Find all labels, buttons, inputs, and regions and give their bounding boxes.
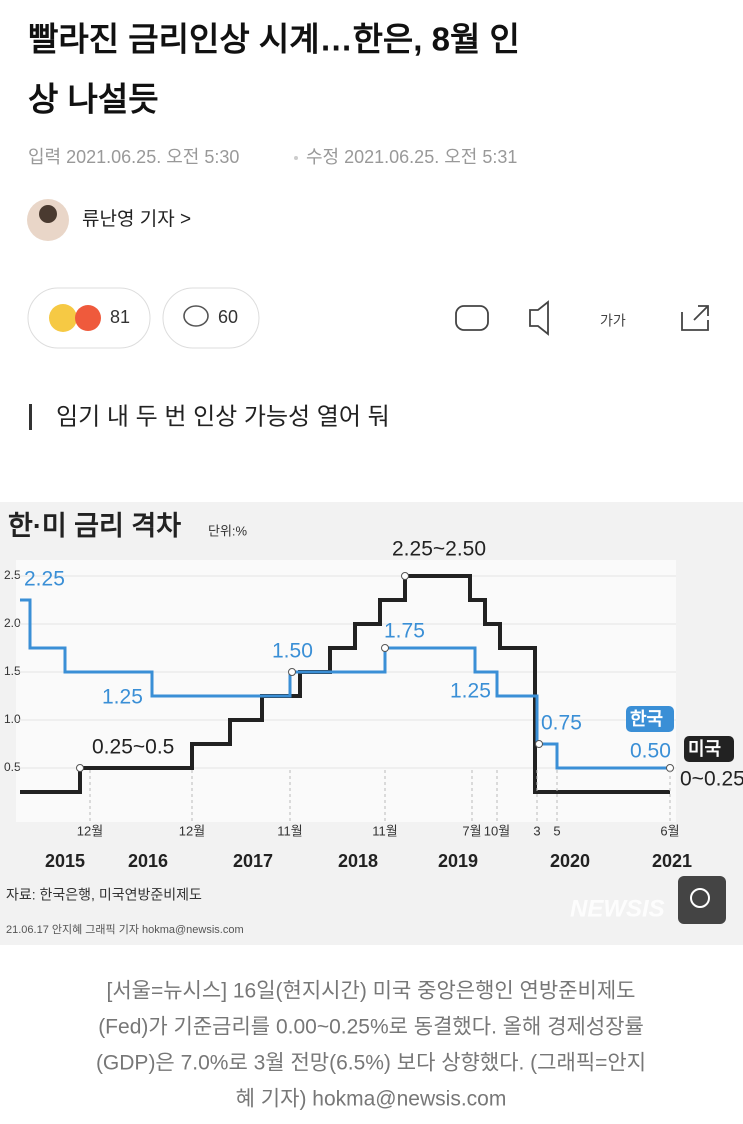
year-label: 2015 bbox=[45, 851, 85, 871]
subheading-bar bbox=[29, 404, 32, 430]
plot-area bbox=[16, 560, 676, 822]
us-line bbox=[20, 574, 670, 794]
y-tick-label: 0.5 bbox=[4, 760, 21, 774]
graphic-credit: 21.06.17 안지혜 그래픽 기자 hokma@newsis.com bbox=[6, 923, 244, 936]
legend-box bbox=[684, 736, 734, 762]
month-label: 3 bbox=[533, 823, 540, 838]
month-label: 6월 bbox=[660, 823, 679, 838]
avatar-hair bbox=[39, 205, 57, 223]
point bbox=[381, 644, 389, 652]
caption: (GDP)은 7.0%로 3월 전망(6.5%) 보다 상향했다. (그래픽=안… bbox=[96, 1052, 646, 1075]
zoom-icon bbox=[690, 888, 710, 908]
subheading: 임기 내 두 번 인상 가능성 열어 둬 bbox=[56, 403, 390, 430]
point bbox=[288, 668, 296, 676]
year-label: 2021 bbox=[652, 851, 692, 871]
zoom-button[interactable] bbox=[678, 876, 726, 924]
graphic-unit: 단위:% bbox=[208, 523, 248, 538]
y-tick-label: 2.0 bbox=[4, 616, 21, 630]
legend-korea: 한국 bbox=[630, 709, 663, 729]
comment-count: 60 bbox=[218, 307, 238, 327]
annotation: 0.25~0.5 bbox=[92, 736, 174, 759]
annotation: 0.50 bbox=[630, 740, 671, 763]
robot-icon[interactable] bbox=[455, 305, 489, 331]
point bbox=[535, 740, 543, 748]
y-tick-label: 1.0 bbox=[4, 712, 21, 726]
month-label: 10월 bbox=[484, 823, 510, 838]
korea-line bbox=[20, 598, 670, 770]
caption: [서울=뉴시스] 16일(현지시간) 미국 중앙은행인 연방준비제도 bbox=[107, 980, 636, 1003]
dot bbox=[294, 156, 298, 160]
emoji bbox=[75, 305, 101, 331]
title: 빨라진 금리인상 시계…한은, 8월 인 bbox=[28, 21, 520, 58]
caption: (Fed)가 기준금리를 0.00~0.25%로 동결했다. 올해 경제성장률 bbox=[98, 1016, 644, 1039]
comment-icon bbox=[183, 305, 209, 327]
reaction-count: 81 bbox=[110, 307, 130, 327]
published: 입력 2021.06.25. 오전 5:30 bbox=[28, 147, 239, 167]
annotation: 1.25 bbox=[102, 686, 143, 709]
reporter[interactable]: 류난영 기자 > bbox=[82, 208, 191, 230]
annotation: 1.75 bbox=[384, 620, 425, 643]
annotation: 2.25 bbox=[24, 568, 65, 591]
annotation: 1.50 bbox=[272, 640, 313, 663]
annotation: 1.25 bbox=[450, 680, 491, 703]
year-label: 2020 bbox=[550, 851, 590, 871]
year-label: 2019 bbox=[438, 851, 478, 871]
font-button[interactable]: 가가 bbox=[600, 313, 626, 329]
month-label: 11월 bbox=[277, 823, 302, 838]
graphic-title: 한·미 금리 격차 bbox=[8, 511, 181, 541]
point bbox=[76, 764, 84, 772]
point bbox=[401, 572, 409, 580]
annotation: 2.25~2.50 bbox=[392, 538, 486, 561]
legend-us: 미국 bbox=[688, 739, 721, 759]
annotation: 0~0.25 bbox=[680, 768, 743, 791]
month-label: 5 bbox=[553, 823, 560, 838]
annotation: 0.75 bbox=[541, 712, 582, 735]
emoji bbox=[49, 304, 77, 332]
caption: 혜 기자) hokma@newsis.com bbox=[236, 1088, 507, 1111]
month-label: 11월 bbox=[372, 823, 397, 838]
y-tick-label: 1.5 bbox=[4, 664, 21, 678]
year-label: 2016 bbox=[128, 851, 168, 871]
comment-button[interactable] bbox=[162, 287, 260, 349]
title: 상 나설듯 bbox=[28, 81, 159, 118]
watermark: NEWSIS bbox=[570, 895, 665, 922]
year-label: 2018 bbox=[338, 851, 378, 871]
speaker-icon[interactable] bbox=[529, 300, 549, 336]
month-label: 12월 bbox=[77, 823, 103, 838]
year-label: 2017 bbox=[233, 851, 273, 871]
month-label: 7월 bbox=[462, 823, 481, 838]
legend-box bbox=[626, 706, 674, 732]
month-label: 12월 bbox=[179, 823, 205, 838]
graphic-source: 자료: 한국은행, 미국연방준비제도 bbox=[6, 887, 202, 903]
y-tick-label: 2.5 bbox=[4, 568, 21, 582]
share-icon[interactable] bbox=[681, 305, 709, 331]
modified: 수정 2021.06.25. 오전 5:31 bbox=[306, 147, 517, 167]
